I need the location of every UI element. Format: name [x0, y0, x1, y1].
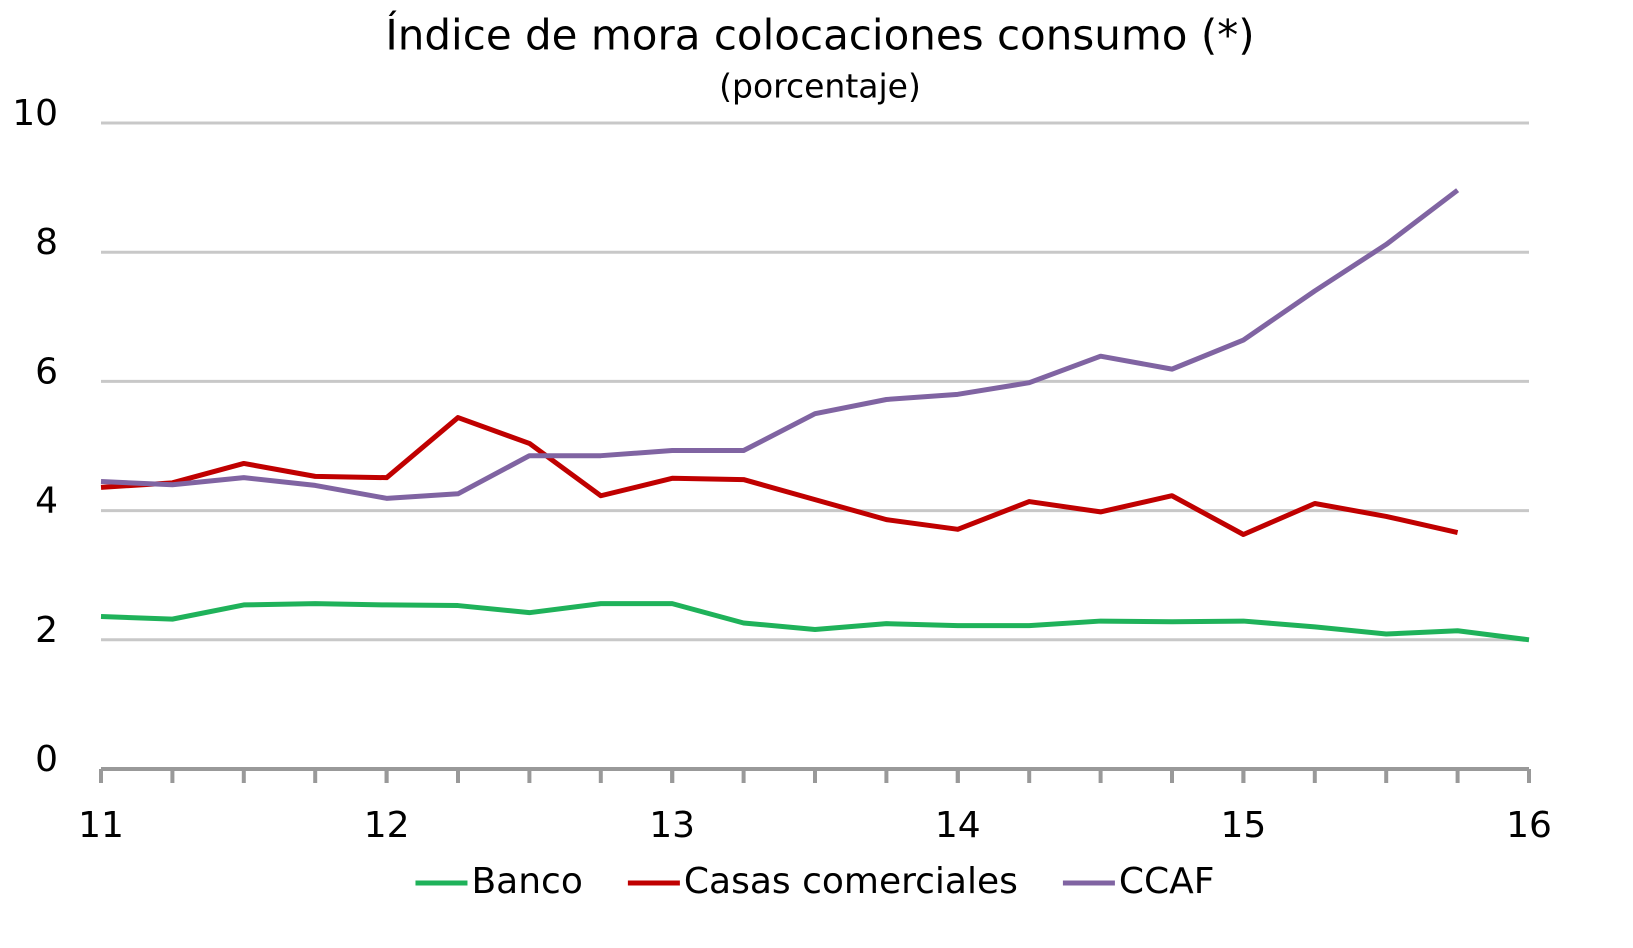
legend-label: Banco: [471, 861, 582, 902]
chart-subtitle: (porcentaje): [719, 67, 921, 106]
legend-label: CCAF: [1119, 861, 1215, 902]
x-tick-label: 15: [1220, 805, 1266, 846]
y-tick-label: 4: [35, 481, 58, 522]
y-tick-label: 8: [35, 222, 58, 263]
chart-title: Índice de mora colocaciones consumo (*): [385, 10, 1254, 60]
series-line: [100, 415, 1459, 538]
y-tick-label: 2: [35, 610, 58, 651]
x-tick-label: 12: [364, 805, 410, 846]
legend-label: Casas comerciales: [684, 861, 1018, 902]
y-tick-label: 10: [12, 93, 58, 134]
x-tick-label: 11: [78, 805, 124, 846]
y-tick-label: 0: [35, 739, 58, 780]
x-tick-label: 13: [649, 805, 695, 846]
x-tick-label: 14: [935, 805, 981, 846]
y-tick-label: 6: [35, 351, 58, 392]
series-line: [100, 601, 1530, 643]
series-line: [100, 188, 1460, 501]
x-tick-label: 16: [1506, 805, 1552, 846]
